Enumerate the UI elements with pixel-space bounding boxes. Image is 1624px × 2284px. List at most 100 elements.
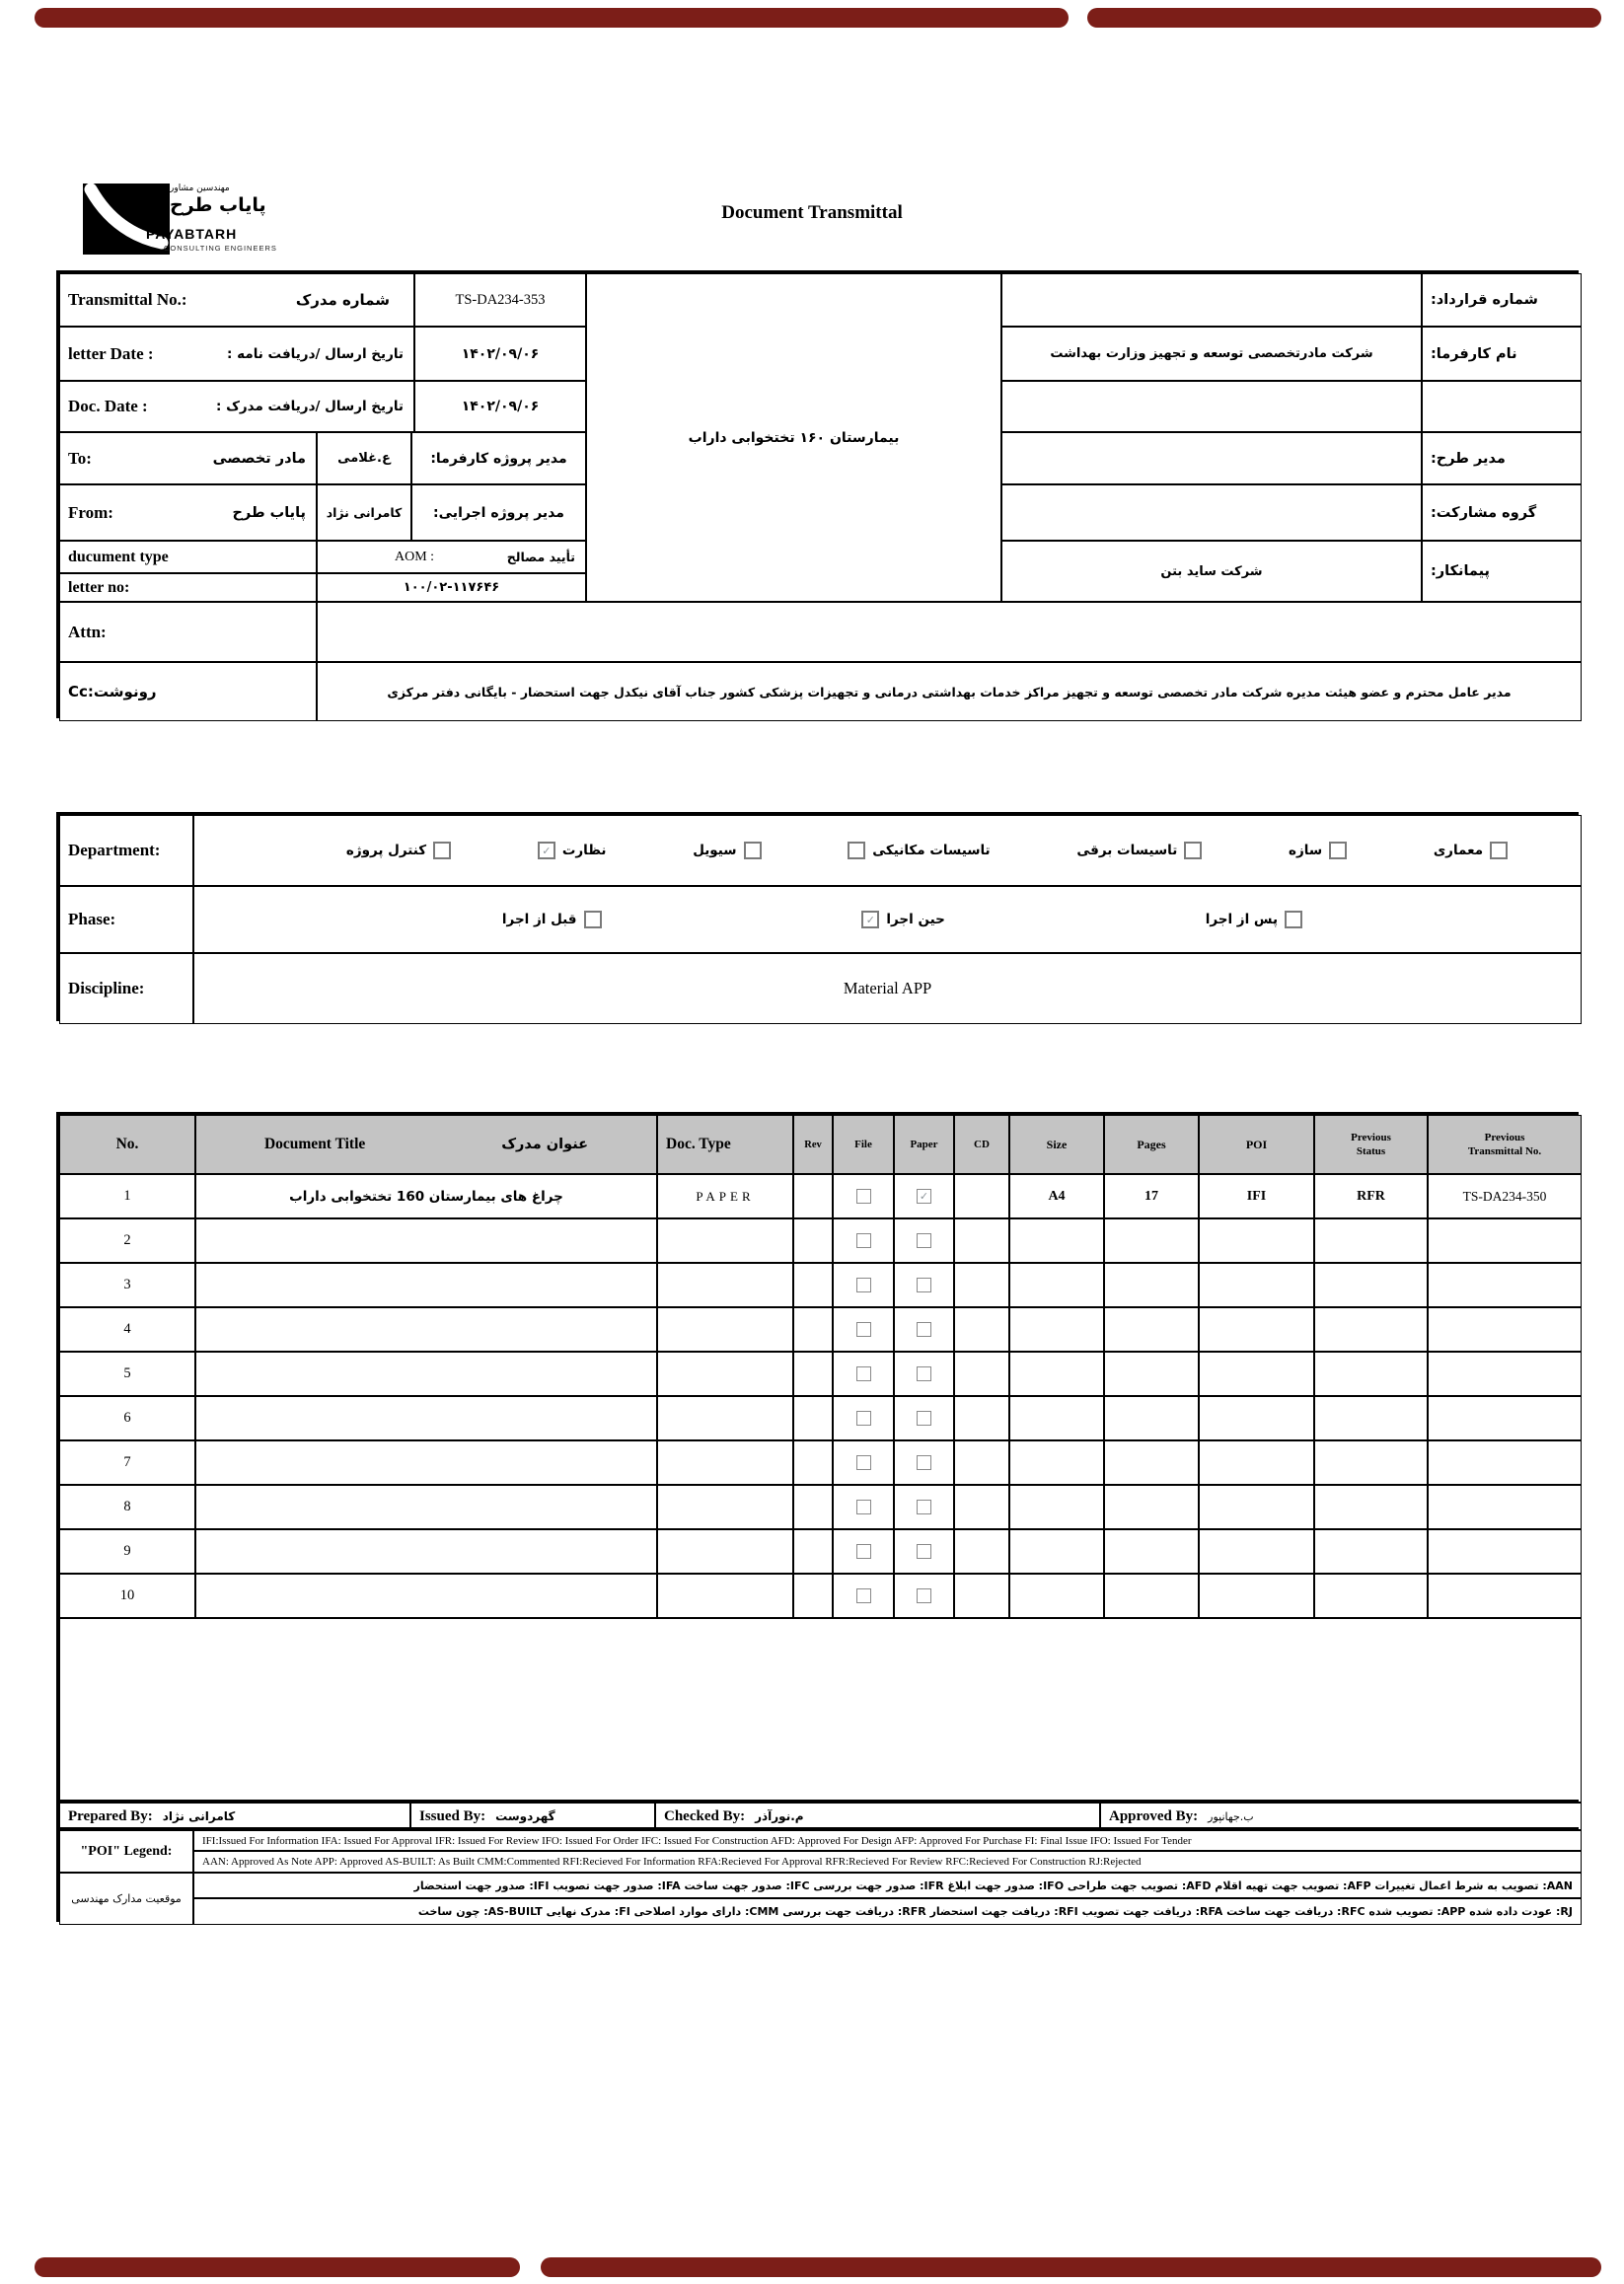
row-pages-cell (1104, 1574, 1199, 1618)
row-paper-checkbox[interactable]: ✓ (917, 1189, 931, 1204)
doc-date-value: ۱۴۰۲/۰۹/۰۶ (461, 399, 540, 414)
col-header-title-fa: عنوان مدرک (501, 1137, 589, 1152)
poi-legend-label: "POI" Legend: (80, 1843, 173, 1859)
col-header-cd: CD (974, 1139, 990, 1150)
prepared-by-label: Prepared By: (68, 1807, 153, 1824)
from-label: From: (68, 502, 113, 522)
document-type-label: ducument type (68, 548, 169, 565)
checked-by-label: Checked By: (664, 1807, 746, 1824)
row-no: 3 (123, 1277, 131, 1292)
letter-no-value: ۱۰۰/۰۲-۱۱۷۶۴۶ (403, 580, 500, 595)
row-paper-checkbox[interactable] (917, 1278, 931, 1292)
row-file-checkbox[interactable] (855, 1544, 871, 1559)
row-paper-checkbox[interactable] (917, 1544, 931, 1559)
transmittal-no-label-fa: شماره مدرک (295, 291, 390, 309)
col-header-pages: Pages (1137, 1137, 1166, 1151)
row-cd-cell (954, 1263, 1009, 1307)
row-pages-cell (1104, 1352, 1199, 1396)
checkbox-mechanical[interactable] (848, 842, 866, 859)
row-no: 9 (123, 1543, 131, 1559)
checkbox-supervision[interactable]: ✓ (537, 842, 555, 859)
document-list-table: No. Document Title عنوان مدرک Doc. Type … (56, 1112, 1582, 1803)
row-size-cell (1009, 1218, 1104, 1263)
row-pages-cell (1104, 1485, 1199, 1529)
row-paper-checkbox[interactable] (917, 1455, 931, 1470)
row-size-cell (1009, 1396, 1104, 1440)
checked-by-value: م.نورآذر (755, 1809, 804, 1823)
client-label: نام کارفرما: (1431, 345, 1517, 362)
document-type-fa: تأیید مصالح (506, 550, 575, 564)
contractor-label: پیمانکار: (1431, 563, 1490, 579)
prepared-by-value: کامرانی نژاد (162, 1809, 236, 1823)
row-doc-type-cell (657, 1307, 793, 1352)
row-file-checkbox[interactable] (855, 1189, 871, 1204)
row-size: A4 (1048, 1188, 1066, 1204)
row-cd-cell (954, 1352, 1009, 1396)
to-label: To: (68, 448, 92, 468)
row-size-cell (1009, 1529, 1104, 1574)
row-pages-cell (1104, 1529, 1199, 1574)
row-poi-cell (1199, 1307, 1314, 1352)
checkbox-before-execution[interactable] (583, 911, 602, 928)
row-paper-checkbox[interactable] (917, 1366, 931, 1381)
issued-by-value: گهردوست (495, 1809, 555, 1823)
company-logo: مهندسین مشاور پایاب طرح PAYABTARH CONSUL… (67, 183, 294, 262)
checkbox-during-execution[interactable]: ✓ (861, 911, 880, 928)
row-paper-checkbox[interactable] (917, 1588, 931, 1603)
row-prev-transmittal-cell (1428, 1574, 1582, 1618)
poi-legend-line-1: IFI:Issued For Information IFA: Issued F… (202, 1834, 1192, 1847)
row-no: 7 (123, 1454, 131, 1470)
row-prev-status-cell (1314, 1218, 1428, 1263)
row-title: چراغ های بیمارستان 160 تختخوابی داراب (289, 1188, 563, 1205)
checkbox-architecture[interactable] (1490, 842, 1509, 859)
cc-text: مدیر عامل محترم و عضو هیئت مدیره شرکت ما… (387, 684, 1512, 700)
row-title-cell (195, 1574, 657, 1618)
row-no: 5 (123, 1365, 131, 1381)
row-prev-transmittal: TS-DA234-350 (1462, 1188, 1547, 1204)
row-paper-checkbox[interactable] (917, 1233, 931, 1248)
row-paper-checkbox[interactable] (917, 1500, 931, 1514)
row-file-checkbox[interactable] (855, 1366, 871, 1381)
row-prev-status: RFR (1357, 1188, 1385, 1204)
row-file-checkbox[interactable] (855, 1322, 871, 1337)
jv-label: گروه مشارکت: (1431, 504, 1537, 521)
row-file-checkbox[interactable] (855, 1455, 871, 1470)
signatures-row: Prepared By: کامرانی نژاد Issued By: گهر… (56, 1800, 1582, 1830)
page-title: Document Transmittal (721, 202, 903, 223)
checkbox-civil[interactable] (743, 842, 762, 859)
row-rev-cell (793, 1352, 833, 1396)
row-size-cell (1009, 1352, 1104, 1396)
row-no: 10 (119, 1587, 135, 1603)
col-header-doc-type: Doc. Type (666, 1136, 731, 1152)
checkbox-after-execution[interactable] (1285, 911, 1303, 928)
client-value: شرکت مادرتخصصی توسعه و تجهیز وزارت بهداش… (1050, 346, 1373, 361)
row-file-checkbox[interactable] (855, 1233, 871, 1248)
row-file-checkbox[interactable] (855, 1411, 871, 1426)
row-file-checkbox[interactable] (855, 1500, 871, 1514)
row-paper-checkbox[interactable] (917, 1322, 931, 1337)
cc-label: Cc:رونوشت (68, 683, 157, 700)
row-pages: 17 (1144, 1188, 1158, 1204)
checkbox-electrical[interactable] (1184, 842, 1203, 859)
checkbox-control-project[interactable] (433, 842, 452, 859)
transmittal-no-label-en: Transmittal No.: (68, 290, 187, 309)
row-paper-checkbox[interactable] (917, 1411, 931, 1426)
department-item-civil: سیویل (693, 842, 762, 859)
col-header-prev-trans-2: Transmittal No. (1467, 1145, 1542, 1157)
row-title-cell (195, 1485, 657, 1529)
from-value: پایاب طرح (232, 504, 306, 521)
row-doc-type-cell (657, 1218, 793, 1263)
logo-tagline: CONSULTING ENGINEERS (164, 244, 277, 253)
department-item-supervision: ✓ نظارت (537, 842, 606, 859)
jv-value-cell (1001, 484, 1422, 541)
design-manager-value-cell (1001, 432, 1422, 484)
row-file-checkbox[interactable] (855, 1278, 871, 1292)
row-prev-status-cell (1314, 1263, 1428, 1307)
row-file-checkbox[interactable] (855, 1588, 871, 1603)
row-rev-cell (793, 1218, 833, 1263)
contract-no-value-cell (1001, 273, 1422, 327)
row-prev-transmittal-cell (1428, 1218, 1582, 1263)
phase-item-before-execution: قبل از اجرا (502, 911, 602, 928)
checkbox-structure[interactable] (1329, 842, 1348, 859)
row-rev-cell (793, 1440, 833, 1485)
